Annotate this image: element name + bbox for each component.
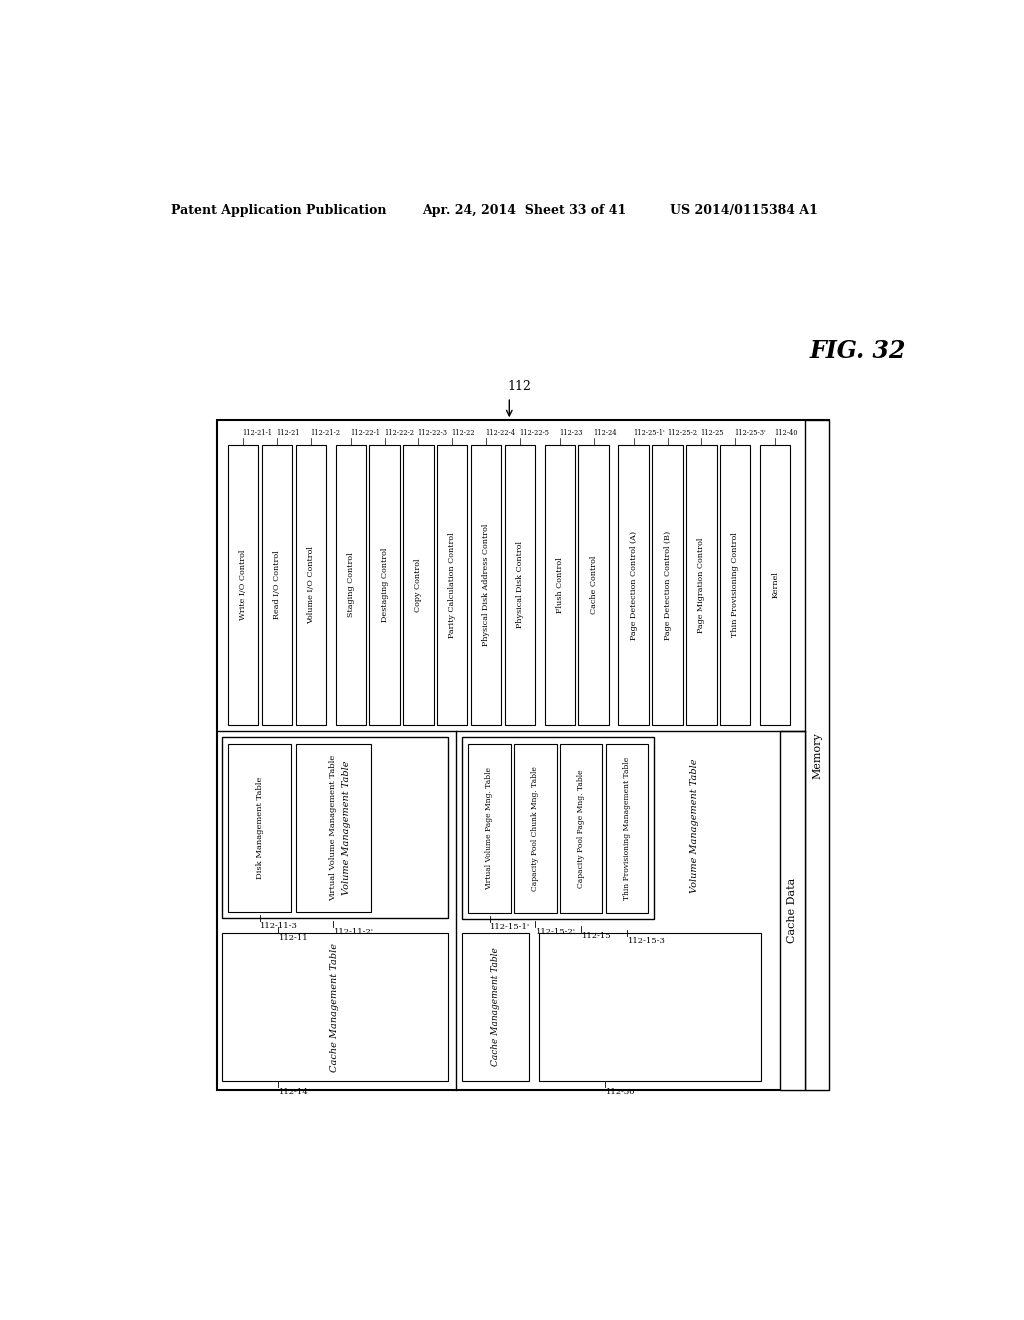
Text: Parity Calculation Control: Parity Calculation Control: [449, 532, 457, 638]
Text: Virtual Volume Management Table: Virtual Volume Management Table: [330, 755, 337, 900]
Text: Thin Provisioning Control: Thin Provisioning Control: [731, 532, 739, 638]
Text: FIG. 32: FIG. 32: [810, 339, 906, 363]
Text: Staging Control: Staging Control: [347, 553, 355, 618]
Bar: [686, 445, 717, 725]
Text: Capacity Pool Chunk Mng. Table: Capacity Pool Chunk Mng. Table: [531, 766, 540, 891]
Bar: [545, 445, 575, 725]
Text: Volume Management Table: Volume Management Table: [689, 758, 698, 892]
Bar: [222, 738, 449, 917]
Text: 112-22-4: 112-22-4: [485, 429, 515, 437]
Text: 112-11-3: 112-11-3: [260, 921, 298, 929]
Text: Cache Data: Cache Data: [787, 878, 797, 944]
Text: 112-15: 112-15: [582, 932, 611, 940]
Text: 112-11: 112-11: [280, 935, 309, 942]
Text: US 2014/0115384 A1: US 2014/0115384 A1: [671, 205, 818, 218]
Text: 112-11-2': 112-11-2': [334, 928, 374, 936]
Bar: [579, 445, 609, 725]
Text: 112-15-3: 112-15-3: [628, 937, 666, 945]
Bar: [217, 420, 829, 1090]
Bar: [539, 933, 761, 1081]
Text: 112-21: 112-21: [276, 429, 300, 437]
Text: Memory: Memory: [812, 731, 822, 779]
Bar: [336, 445, 366, 725]
Text: Write I/O Control: Write I/O Control: [240, 550, 247, 620]
Text: Kernel: Kernel: [771, 572, 779, 598]
Text: 112-21-1: 112-21-1: [243, 429, 272, 437]
Text: 112: 112: [508, 380, 531, 393]
Bar: [805, 420, 829, 1090]
Bar: [370, 445, 399, 725]
Bar: [560, 743, 602, 913]
Text: Page Migration Control: Page Migration Control: [697, 537, 706, 632]
Bar: [262, 445, 292, 725]
Bar: [462, 738, 654, 920]
Text: Page Detection Control (A): Page Detection Control (A): [630, 531, 638, 640]
Bar: [228, 743, 292, 912]
Bar: [618, 445, 649, 725]
Text: 112-25-2: 112-25-2: [667, 429, 696, 437]
Text: 112-25: 112-25: [700, 429, 724, 437]
Bar: [468, 743, 511, 913]
Bar: [505, 445, 536, 725]
Text: 112-22-5: 112-22-5: [519, 429, 549, 437]
Bar: [403, 445, 433, 725]
Bar: [228, 445, 258, 725]
Text: Physical Disk Address Control: Physical Disk Address Control: [482, 524, 490, 647]
Text: 112-30: 112-30: [606, 1088, 636, 1096]
Bar: [760, 445, 791, 725]
Bar: [296, 445, 326, 725]
Text: Destaging Control: Destaging Control: [381, 548, 389, 622]
Text: Cache Management Table: Cache Management Table: [331, 942, 339, 1072]
Text: 112-25-1': 112-25-1': [633, 429, 665, 437]
Text: Physical Disk Control: Physical Disk Control: [516, 541, 524, 628]
Text: 112-15-1': 112-15-1': [490, 923, 530, 931]
Text: Volume Management Table: Volume Management Table: [342, 760, 351, 895]
Text: 112-22-3: 112-22-3: [418, 429, 447, 437]
Text: Apr. 24, 2014  Sheet 33 of 41: Apr. 24, 2014 Sheet 33 of 41: [423, 205, 627, 218]
Text: Disk Management Table: Disk Management Table: [256, 776, 263, 879]
Text: 112-24: 112-24: [593, 429, 616, 437]
Text: Page Detection Control (B): Page Detection Control (B): [664, 531, 672, 640]
Text: 112-14: 112-14: [280, 1088, 309, 1096]
Text: 112-22-2: 112-22-2: [384, 429, 414, 437]
Bar: [462, 933, 529, 1081]
Text: Patent Application Publication: Patent Application Publication: [171, 205, 386, 218]
Text: 112-25-3': 112-25-3': [734, 429, 766, 437]
Bar: [779, 731, 805, 1090]
Bar: [652, 445, 683, 725]
Bar: [720, 445, 751, 725]
Text: Thin Provisioning Management Table: Thin Provisioning Management Table: [623, 756, 631, 900]
Text: Cache Management Table: Cache Management Table: [492, 948, 500, 1067]
Text: Volume I/O Control: Volume I/O Control: [307, 546, 314, 624]
Text: Copy Control: Copy Control: [415, 558, 423, 611]
Text: 112-22: 112-22: [452, 429, 475, 437]
Text: Cache Control: Cache Control: [590, 556, 598, 614]
Text: 112-40: 112-40: [774, 429, 798, 437]
Bar: [296, 743, 371, 912]
Bar: [437, 445, 468, 725]
Text: Read I/O Control: Read I/O Control: [273, 550, 281, 619]
Bar: [471, 445, 502, 725]
Text: Virtual Volume Page Mng. Table: Virtual Volume Page Mng. Table: [485, 767, 494, 890]
Bar: [222, 933, 449, 1081]
Text: 112-21-2: 112-21-2: [310, 429, 340, 437]
Bar: [605, 743, 648, 913]
Text: 112-23: 112-23: [559, 429, 583, 437]
Text: Capacity Pool Page Mng. Table: Capacity Pool Page Mng. Table: [578, 770, 585, 888]
Text: Flush Control: Flush Control: [556, 557, 564, 612]
Text: 112-22-1: 112-22-1: [350, 429, 380, 437]
Bar: [514, 743, 557, 913]
Text: 112-15-2': 112-15-2': [537, 928, 577, 936]
